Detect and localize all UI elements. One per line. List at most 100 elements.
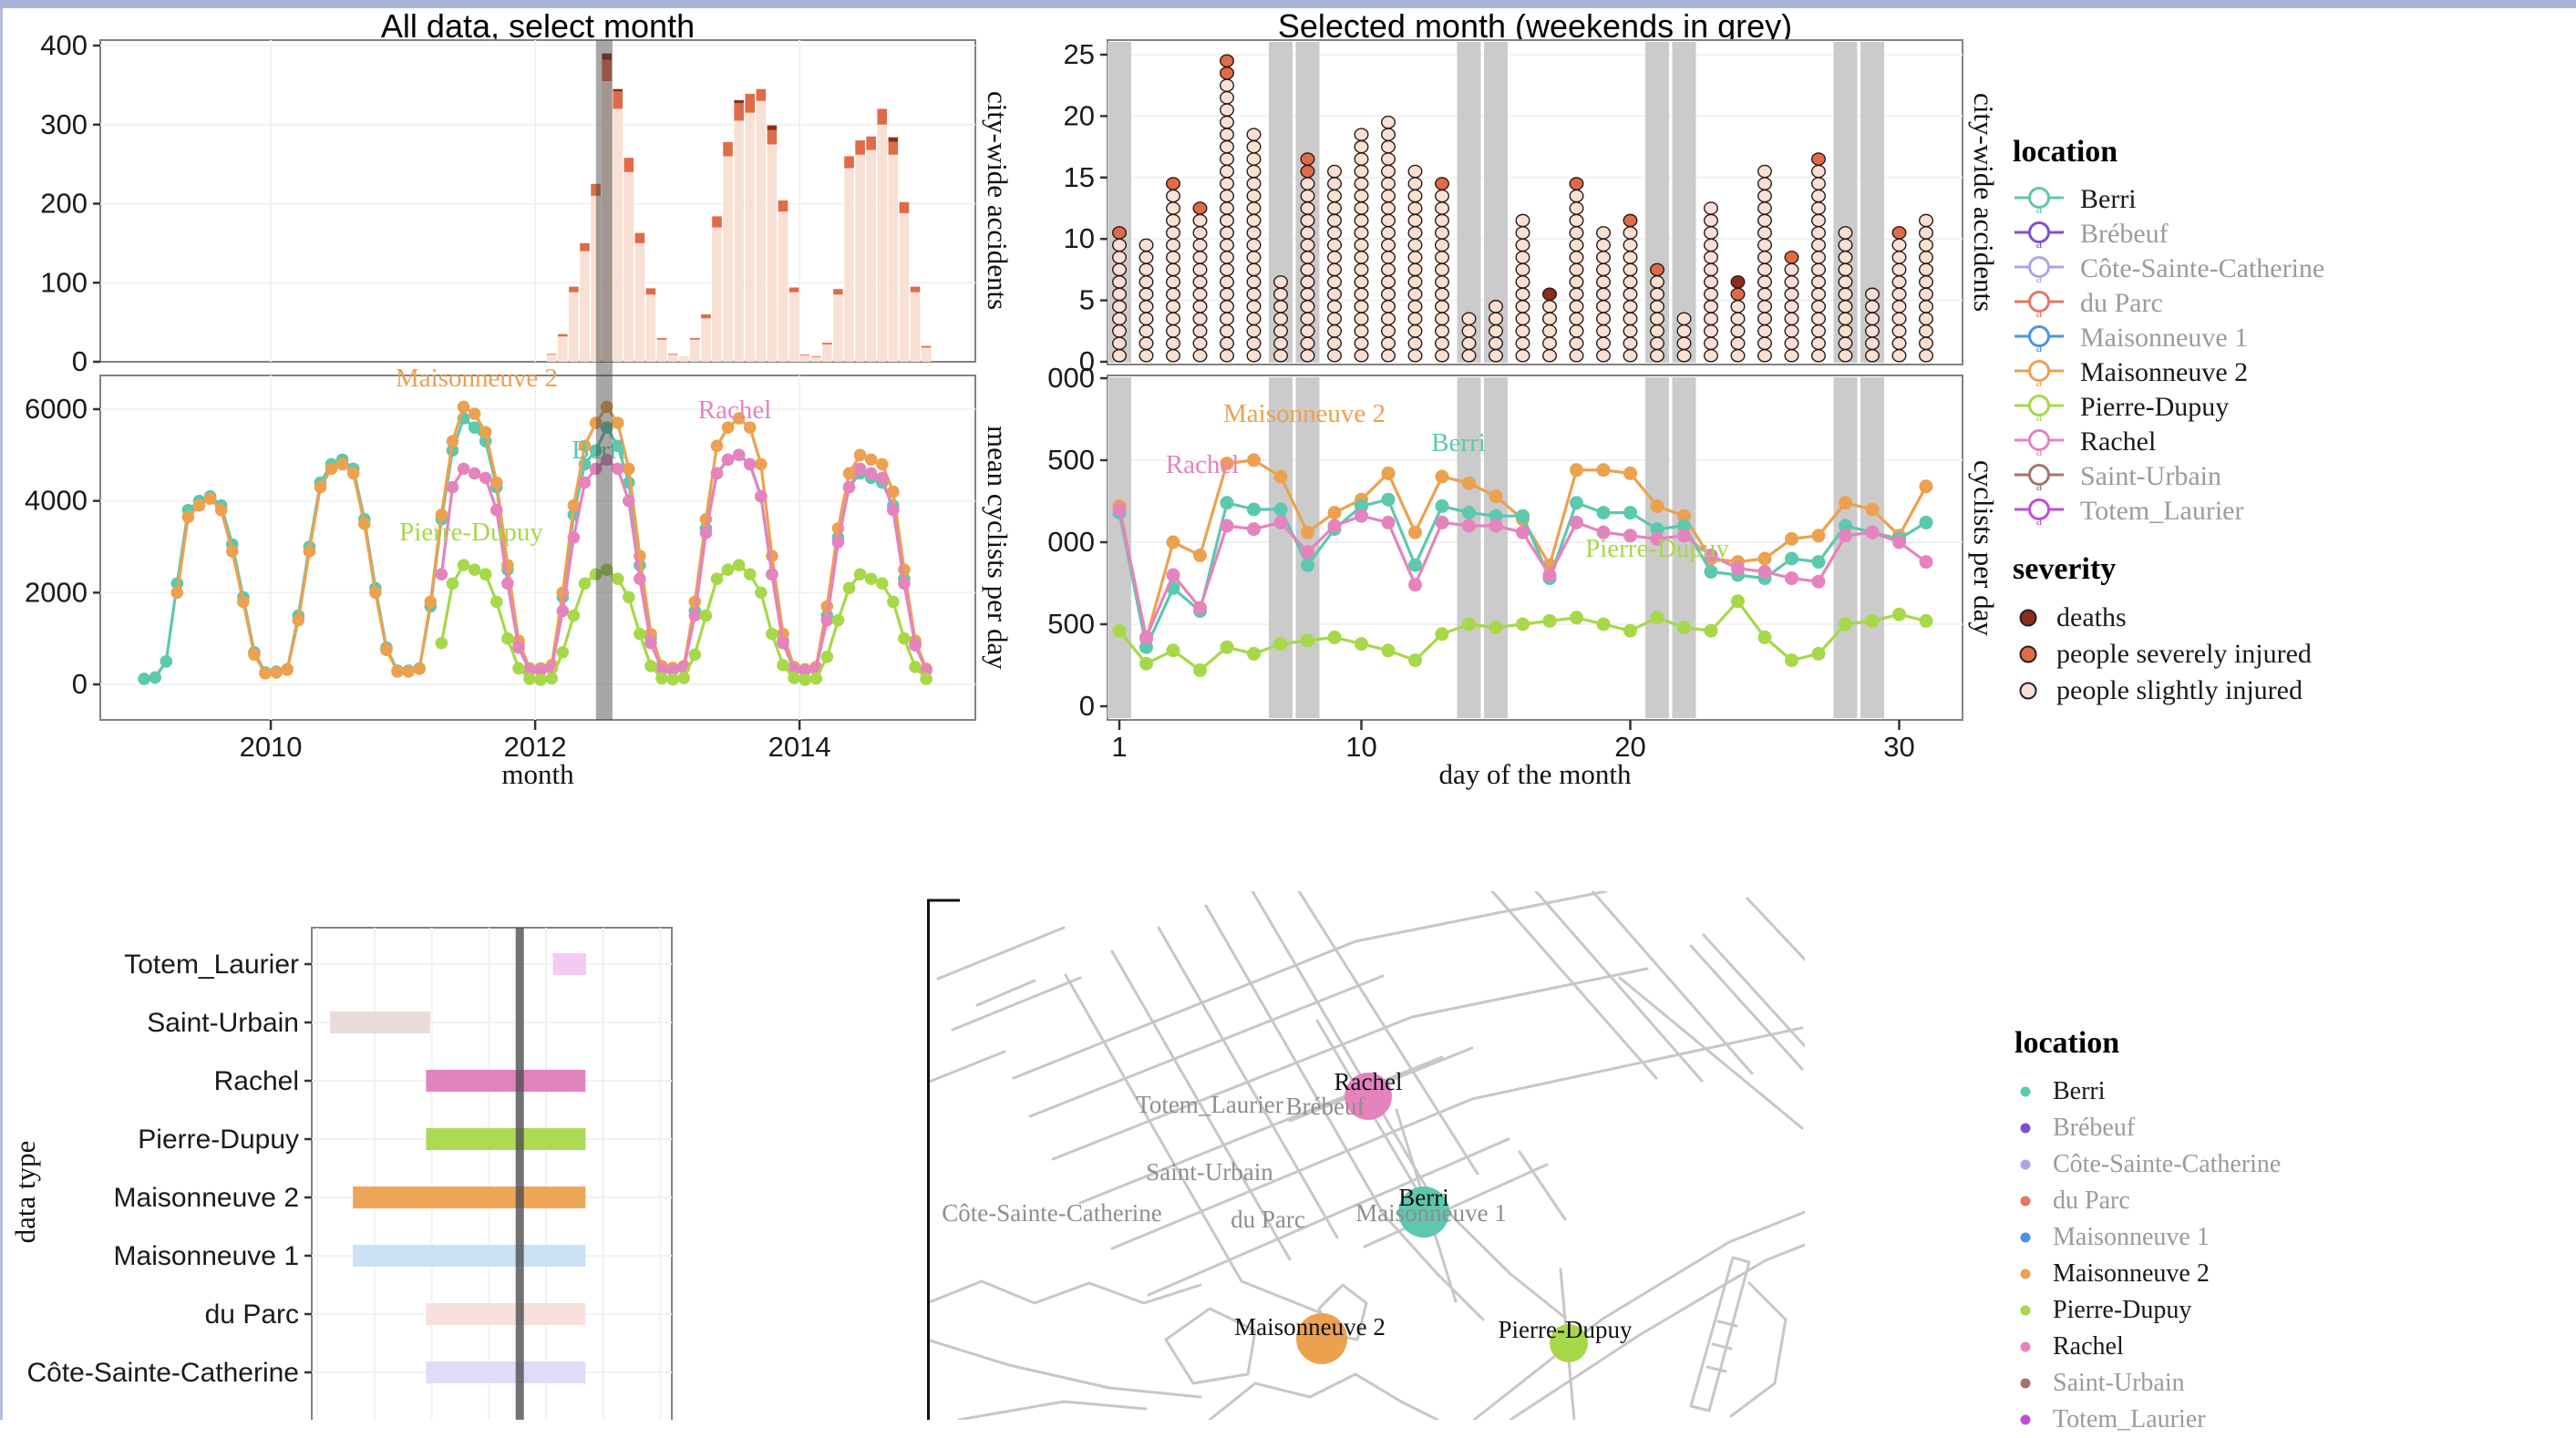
accident-bar-segment [667, 354, 678, 362]
accident-dot [1165, 226, 1180, 240]
gantt-selection-line[interactable] [515, 928, 524, 1420]
cyclists-point-Maisonneuve 2 [248, 648, 261, 662]
legend-item-Totem_Laurier[interactable]: a Totem_Laurier [2013, 494, 2541, 529]
accident-dot [1300, 251, 1315, 264]
accident-dot [1703, 300, 1718, 313]
daily-point-Berri [1596, 506, 1611, 520]
cyclists-point-Rachel [820, 613, 834, 627]
legend-item-Maisonneuve 2[interactable]: a Maisonneuve 2 [2013, 355, 2541, 390]
map-station-Pierre-Dupuy[interactable] [1550, 1324, 1588, 1362]
accident-dot [1246, 300, 1262, 313]
map-street [1297, 891, 1479, 1176]
accident-dot [1703, 275, 1718, 289]
station-map[interactable]: Totem_Laurier Brébeuf Saint-Urbain Côte-Sai… [927, 891, 1805, 1420]
cyclists-point-Maisonneuve 2 [567, 498, 581, 512]
cyclists-point-Rachel [446, 480, 459, 494]
daily-point-Rachel [1785, 571, 1798, 586]
legend-item-du Parc[interactable]: a du Parc [2013, 286, 2541, 321]
legend-item-Berri[interactable]: Berri [2014, 1073, 2452, 1110]
accident-dot [1246, 189, 1262, 203]
accident-dot [1219, 115, 1234, 129]
legend-item-Brébeuf[interactable]: a Brébeuf [2013, 217, 2541, 252]
month-selection-band[interactable] [595, 40, 613, 720]
map-station-Berri[interactable] [1398, 1186, 1449, 1238]
legend-item-people slightly injured[interactable]: people slightly injured [2013, 673, 2541, 709]
legend-item-Rachel[interactable]: Rachel [2014, 1329, 2452, 1365]
accident-dot [1810, 324, 1826, 338]
legend-item-Côte-Sainte-Catherine[interactable]: a Côte-Sainte-Catherine [2013, 252, 2541, 286]
legend-item-Pierre-Dupuy[interactable]: Pierre-Dupuy [2014, 1292, 2452, 1329]
legend-item-people severely injured[interactable]: people severely injured [2013, 636, 2541, 673]
legend-item-Maisonneuve 2[interactable]: Maisonneuve 2 [2014, 1256, 2452, 1292]
map-street [1363, 1163, 1549, 1248]
accident-bar-segment [855, 154, 865, 362]
accident-dot [1139, 324, 1154, 338]
accident-dot [1354, 324, 1369, 338]
daily-point-Maisonneuve 2 [1220, 457, 1234, 471]
accident-dot [1165, 300, 1180, 313]
legend-item-Saint-Urbain[interactable]: Saint-Urbain [2014, 1365, 2452, 1402]
accident-dot [1703, 201, 1718, 215]
cyclists-point-Maisonneuve 2 [181, 510, 195, 524]
all-data-title: All data, select month [380, 7, 696, 45]
cyclists-point-Rachel [909, 639, 922, 652]
accident-dot [1326, 262, 1342, 277]
accident-bar-segment [723, 141, 733, 157]
legend-item-Rachel[interactable]: a Rachel [2013, 425, 2541, 459]
legend-item-label: Côte-Sainte-Catherine [2080, 253, 2325, 283]
map-station-Maisonneuve 2[interactable] [1296, 1313, 1347, 1364]
all-accidents-plot-area[interactable] [99, 39, 976, 363]
selected-month-chart[interactable]: Maisonneuve 2RachelBerriPierre-Dupuy0510… [1048, 0, 2014, 793]
accident-dot [1300, 177, 1315, 190]
legend-item-Maisonneuve 1[interactable]: Maisonneuve 1 [2014, 1219, 2452, 1256]
legend-item-Pierre-Dupuy[interactable]: a Pierre-Dupuy [2013, 390, 2541, 425]
accident-dot [1595, 262, 1611, 277]
accident-dot [1139, 348, 1154, 363]
map-street [1354, 891, 1608, 943]
accident-dot [1354, 213, 1369, 228]
legend-item-Maisonneuve 1[interactable]: a Maisonneuve 1 [2013, 321, 2541, 355]
map-street [1251, 891, 1433, 1197]
accident-bar-segment [678, 355, 689, 362]
availability-chart[interactable]: Totem_Laurier Saint-Urbain Rachel Pierre-Du… [0, 893, 720, 1420]
accident-dot [1569, 275, 1584, 289]
window-left-strip [0, 8, 3, 1420]
accident-bar-segment [634, 242, 645, 362]
all-data-chart[interactable]: Maisonneuve 2 Berri Rachel Pierre-Dupuy 0 100… [0, 0, 1030, 793]
legend-item-Totem_Laurier[interactable]: Totem_Laurier [2014, 1402, 2452, 1438]
map-street [1470, 1026, 1804, 1101]
accident-bar-segment [712, 227, 722, 362]
map-street [1746, 897, 1805, 961]
accident-dot [1380, 115, 1396, 129]
accident-dot [1165, 251, 1180, 264]
map-label-Rachel: Rachel [1334, 1068, 1403, 1095]
accident-dot [1219, 275, 1234, 289]
legend-item-Côte-Sainte-Catherine[interactable]: Côte-Sainte-Catherine [2014, 1146, 2452, 1183]
legend-item-Saint-Urbain[interactable]: a Saint-Urbain [2013, 459, 2541, 494]
daily-point-Rachel [1623, 529, 1637, 543]
legend-dot [2020, 1159, 2031, 1170]
legend-item-du Parc[interactable]: du Parc [2014, 1183, 2452, 1219]
legend-a-glyph: a [2036, 306, 2043, 321]
map-street [1429, 1194, 1567, 1320]
row-label-Maisonneuve 1: Maisonneuve 1 [114, 1241, 299, 1271]
legend-circle [2028, 498, 2050, 520]
legend-item-deaths[interactable]: deaths [2013, 600, 2541, 636]
accident-dot [1730, 300, 1746, 313]
map-label-Brébeuf: Brébeuf [1286, 1093, 1365, 1120]
line-point-icon: a [2014, 360, 2064, 390]
accident-bar-segment [734, 120, 744, 362]
availability-plot-area[interactable] [311, 927, 673, 1420]
accident-dot [1595, 336, 1611, 351]
map-station-Rachel[interactable] [1345, 1073, 1392, 1120]
map-street [1051, 1015, 1414, 1161]
accident-bar-segment [778, 200, 788, 212]
cyclists-point-Maisonneuve 2 [369, 586, 382, 600]
daily-point-Maisonneuve 2 [1570, 463, 1583, 478]
daily-point-Berri [1650, 522, 1664, 537]
accident-dot [1569, 201, 1584, 215]
legend-item-Berri[interactable]: a Berri [2013, 182, 2541, 217]
accident-dot [1838, 300, 1853, 313]
accident-bar-segment [899, 201, 910, 213]
legend-item-Brébeuf[interactable]: Brébeuf [2014, 1110, 2452, 1146]
